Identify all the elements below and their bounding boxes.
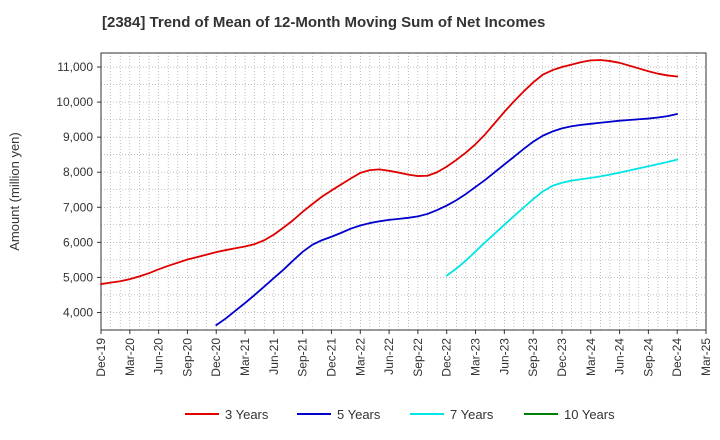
plot-frame (100, 52, 707, 331)
chart-title: [2384] Trend of Mean of 12-Month Moving … (102, 14, 546, 31)
y-tick-label: 10,000 (56, 95, 93, 109)
axes: 4,000 5,000 6,000 7,000 8,000 9,000 10,000 11,0… (56, 60, 713, 377)
x-tick-label: Mar-25 (699, 338, 713, 376)
x-tick-label: Jun-24 (613, 338, 627, 375)
legend: 3 Years 5 Years 7 Years 10 Years (185, 407, 615, 422)
y-tick-label: 8,000 (63, 165, 93, 179)
legend-label: 7 Years (450, 407, 494, 422)
x-tick-label: Mar-21 (238, 338, 252, 376)
x-tick-label: Dec-19 (94, 338, 108, 377)
x-tick-label: Jun-23 (497, 338, 511, 375)
x-tick-label: Sep-21 (296, 338, 310, 377)
x-tick-label: Sep-22 (411, 338, 425, 377)
x-tick-label: Jun-22 (382, 338, 396, 375)
legend-label: 3 Years (225, 407, 269, 422)
series-line-5-years (215, 113, 679, 326)
x-tick-label: Mar-23 (469, 338, 483, 376)
y-tick-label: 7,000 (63, 200, 93, 214)
x-tick-label: Mar-24 (584, 338, 598, 376)
y-axis-title: Amount (million yen) (7, 132, 22, 251)
series-layer (100, 59, 679, 326)
series-line-3-years (100, 59, 679, 285)
x-tick-label: Dec-21 (324, 338, 338, 377)
legend-label: 10 Years (564, 407, 615, 422)
x-tick-label: Dec-24 (670, 338, 684, 377)
y-tick-label: 4,000 (63, 305, 93, 319)
x-tick-label: Dec-23 (555, 338, 569, 377)
x-tick-label: Sep-20 (180, 338, 194, 377)
x-tick-label: Jun-20 (152, 338, 166, 375)
x-tick-label: Mar-20 (123, 338, 137, 376)
y-tick-label: 9,000 (63, 130, 93, 144)
x-tick-label: Sep-23 (526, 338, 540, 377)
grid (101, 53, 706, 330)
y-tick-label: 11,000 (57, 60, 93, 74)
series-line-7-years (445, 158, 679, 277)
x-tick-label: Jun-21 (267, 338, 281, 375)
legend-label: 5 Years (337, 407, 381, 422)
x-tick-label: Mar-22 (353, 338, 367, 376)
x-tick-label: Dec-20 (209, 338, 223, 377)
y-tick-label: 6,000 (63, 235, 93, 249)
x-tick-label: Sep-24 (641, 338, 655, 377)
x-tick-label: Dec-22 (440, 338, 454, 377)
y-tick-label: 5,000 (63, 270, 93, 284)
